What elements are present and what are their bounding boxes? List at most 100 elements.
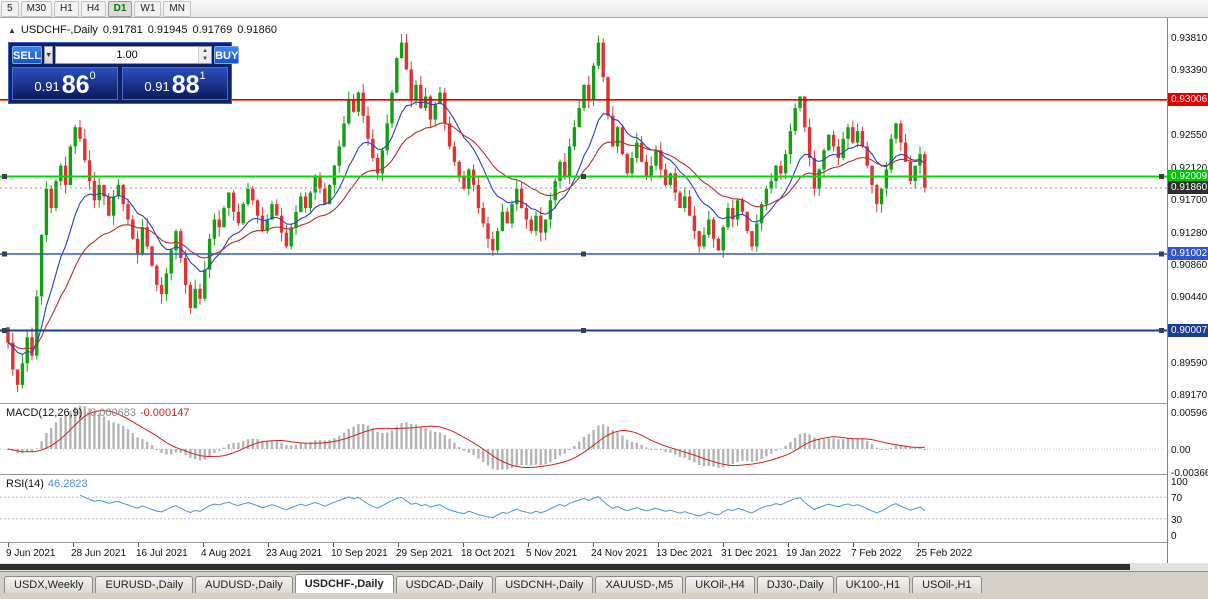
price-tick-label: 0.93390 [1171,65,1208,76]
date-tick [8,543,9,547]
timeframe-button-5[interactable]: 5 [1,0,19,17]
price-level-badge: 0.92009 [1168,170,1208,183]
collapse-arrow-icon[interactable]: ▲ [8,26,16,35]
date-tick [528,543,529,547]
date-tick [853,543,854,547]
macd-label-row: MACD(12,26,9) -0.000683 -0.000147 [6,407,194,419]
sell-button[interactable]: SELL [12,46,43,64]
tab-usdx-weekly[interactable]: USDX,Weekly [4,576,94,593]
price-tick-label: 0.89590 [1171,358,1208,369]
price-tick-label: 0.89170 [1171,390,1208,401]
buy-price-display[interactable]: 0.91 88 1 [122,67,228,100]
timeframe-button-mn[interactable]: MN [163,0,191,17]
tab-eurusd-daily[interactable]: EURUSD-,Daily [95,576,194,593]
price-level-badge: 0.90007 [1168,324,1208,337]
date-label: 7 Feb 2022 [851,548,902,559]
timeframe-button-m30[interactable]: M30 [20,0,53,17]
macd-axis-label: 0.00 [1171,445,1191,456]
chevron-down-icon: ▼ [45,52,53,59]
spinner-down-icon[interactable]: ▼ [202,56,209,62]
date-tick [723,543,724,547]
tab-dj30-daily[interactable]: DJ30-,Daily [756,576,834,593]
macd-main-value: -0.000683 [86,407,136,419]
tab-xauusd-m5[interactable]: XAUUSD-,M5 [595,576,684,593]
tab-usdchf-daily[interactable]: USDCHF-,Daily [294,574,394,593]
date-label: 24 Nov 2021 [591,548,648,559]
volume-field: ▲ ▼ [55,46,213,64]
macd-label: MACD(12,26,9) [6,407,83,419]
main-chart-canvas[interactable] [0,18,1167,403]
tab-usoil-h1[interactable]: USOil-,H1 [912,576,982,593]
status-bar [0,593,1208,599]
macd-signal-value: -0.000147 [139,407,190,419]
date-tick [73,543,74,547]
timeframe-button-w1[interactable]: W1 [134,0,162,17]
panel-divider[interactable] [0,474,1208,475]
buy-price-point: 1 [199,70,206,82]
date-tick [658,543,659,547]
volume-input[interactable] [56,47,199,63]
timeframe-button-h4[interactable]: H4 [80,0,106,17]
date-tick [333,543,334,547]
date-tick [398,543,399,547]
scrollbar-thumb[interactable] [0,564,1130,570]
date-tick [203,543,204,547]
chart-region[interactable]: ▲ USDCHF-,Daily 0.91781 0.91945 0.91769 0.918… [0,18,1208,563]
panel-divider[interactable] [0,403,1208,404]
date-tick [138,543,139,547]
macd-canvas[interactable] [0,404,1167,474]
price-tick-label: 0.91280 [1171,228,1208,239]
date-label: 9 Jun 2021 [6,548,56,559]
date-label: 10 Sep 2021 [331,548,388,559]
volume-dropdown-button[interactable]: ▼ [44,46,54,64]
sell-price-display[interactable]: 0.91 86 0 [12,67,118,100]
ohlc-close: 0.91860 [237,24,277,36]
timeframe-button-h1[interactable]: H1 [54,0,79,17]
timeframe-bar: 5 M30 H1 H4 D1 W1 MN [0,0,1208,18]
rsi-axis-label: 70 [1171,493,1183,504]
date-label: 31 Dec 2021 [721,548,778,559]
date-label: 25 Feb 2022 [916,548,973,559]
rsi-canvas[interactable] [0,475,1167,542]
date-axis[interactable]: 9 Jun 2021 28 Jun 2021 16 Jul 2021 4 Aug 20… [0,543,1167,563]
rsi-label-row: RSI(14) 46.2823 [6,478,92,490]
spinner-up-icon[interactable]: ▲ [202,48,209,54]
buy-button[interactable]: BUY [214,46,240,64]
macd-axis-label: 0.00596 [1171,408,1208,419]
rsi-axis-label: 30 [1171,515,1183,526]
price-level-badge: 0.91002 [1168,247,1208,260]
one-click-trading-panel: SELL ▼ ▲ ▼ BUY 0.91 86 0 0.9 [8,42,240,104]
buy-price-main: 0.91 [144,79,170,94]
tab-usdcad-daily[interactable]: USDCAD-,Daily [395,576,494,593]
rsi-value: 46.2823 [47,478,88,490]
volume-spinner[interactable]: ▲ ▼ [198,47,212,63]
date-label: 18 Oct 2021 [461,548,516,559]
panel-divider[interactable] [0,542,1208,543]
timeframe-button-d1[interactable]: D1 [107,0,133,17]
horizontal-scrollbar[interactable] [0,563,1208,571]
rsi-label: RSI(14) [6,478,44,490]
date-label: 13 Dec 2021 [656,548,713,559]
date-tick [918,543,919,547]
date-tick [268,543,269,547]
tab-audusd-daily[interactable]: AUDUSD-,Daily [195,576,293,593]
symbol-label: USDCHF-,Daily [20,24,98,36]
tab-usdcnh-daily[interactable]: USDCNH-,Daily [495,576,594,593]
date-label: 29 Sep 2021 [396,548,453,559]
date-tick [463,543,464,547]
price-axis[interactable]: 0.93810 0.93390 0.92550 0.92120 0.91700 0.912… [1167,18,1208,563]
price-tick-label: 0.92550 [1171,130,1208,141]
macd-axis-label: -0.00366 [1171,468,1208,479]
rsi-axis-label: 0 [1171,531,1177,542]
sell-price-main: 0.91 [34,79,60,94]
date-label: 5 Nov 2021 [526,548,578,559]
price-tick-label: 0.93810 [1171,33,1208,44]
price-tick-label: 0.91700 [1171,195,1208,206]
price-level-badge: 0.93006 [1168,93,1208,106]
ohlc-low: 0.91769 [192,24,233,36]
chart-title: ▲ USDCHF-,Daily 0.91781 0.91945 0.91769 0.918… [8,24,282,36]
tab-ukoil-h4[interactable]: UKOil-,H4 [685,576,755,593]
tab-uk100-h1[interactable]: UK100-,H1 [835,576,911,593]
sell-price-point: 0 [89,70,96,82]
